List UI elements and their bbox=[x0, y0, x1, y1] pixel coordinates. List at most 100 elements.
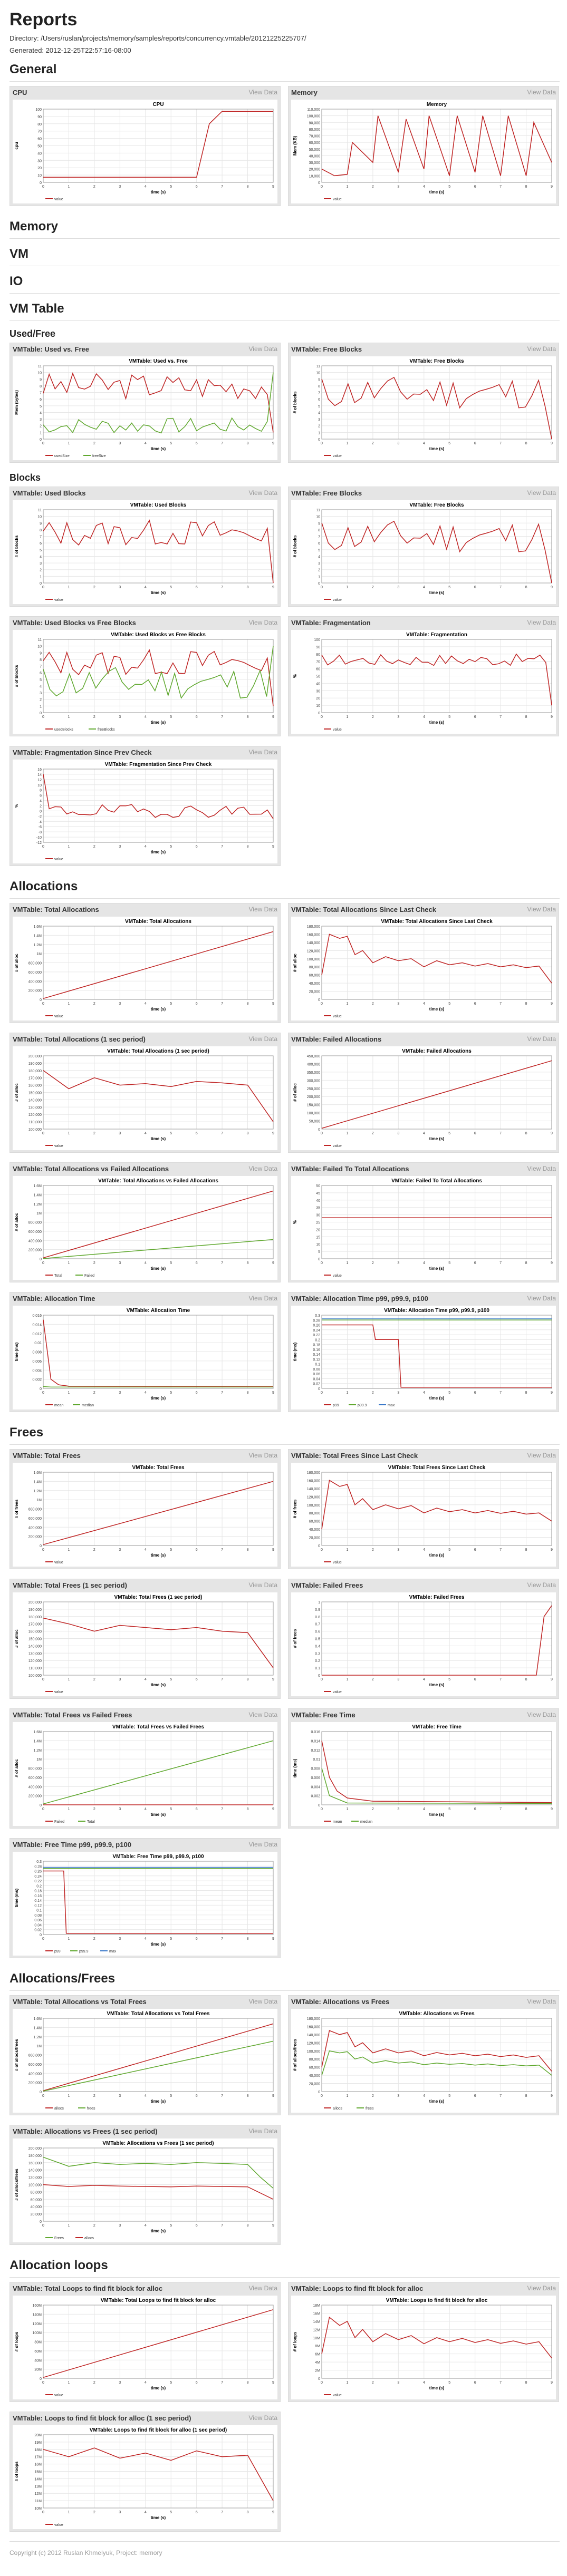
view-data-link[interactable]: View Data bbox=[527, 1581, 556, 1589]
x-tick-label: 4 bbox=[423, 1807, 425, 1811]
view-data-link[interactable]: View Data bbox=[248, 906, 277, 913]
view-data-link[interactable]: View Data bbox=[527, 906, 556, 913]
chart-svg: VMTable: Total Allocations 0 200,000 400,00… bbox=[14, 919, 274, 1018]
y-axis-label: # of alloc bbox=[14, 1759, 19, 1777]
view-data-link[interactable]: View Data bbox=[248, 489, 277, 497]
y-tick-label: 0.26 bbox=[34, 1870, 42, 1874]
x-tick-label: 1 bbox=[346, 1002, 348, 1006]
view-data-link[interactable]: View Data bbox=[527, 1452, 556, 1459]
x-tick-label: 3 bbox=[119, 442, 121, 445]
x-axis-label: time (s) bbox=[429, 1683, 445, 1687]
chart-svg: VMTable: Loops to find fit block for all… bbox=[14, 2427, 274, 2527]
view-data-link[interactable]: View Data bbox=[527, 1711, 556, 1718]
x-tick-label: 0 bbox=[321, 715, 323, 719]
view-data-link[interactable]: View Data bbox=[527, 89, 556, 96]
view-data-link[interactable]: View Data bbox=[248, 2285, 277, 2292]
view-data-link[interactable]: View Data bbox=[248, 1581, 277, 1589]
y-tick-label: 0.08 bbox=[34, 1914, 42, 1918]
y-tick-label: 10 bbox=[37, 645, 42, 649]
y-tick-label: 40 bbox=[316, 682, 320, 686]
view-data-link[interactable]: View Data bbox=[248, 749, 277, 756]
y-tick-label: 80,000 bbox=[309, 128, 321, 132]
view-data-link[interactable]: View Data bbox=[527, 1035, 556, 1043]
y-tick-label: -4 bbox=[39, 820, 42, 824]
view-data-link[interactable]: View Data bbox=[248, 1165, 277, 1172]
x-tick-label: 9 bbox=[272, 2381, 274, 2385]
x-tick-label: 1 bbox=[68, 442, 70, 445]
y-tick-label: 8 bbox=[40, 385, 42, 388]
view-data-link[interactable]: View Data bbox=[248, 2127, 277, 2135]
y-tick-label: 0.14 bbox=[313, 1353, 320, 1357]
y-tick-label: 0.012 bbox=[32, 1333, 42, 1336]
x-tick-label: 8 bbox=[525, 715, 527, 719]
y-tick-label: 0.24 bbox=[34, 1875, 42, 1879]
y-tick-label: 0.3 bbox=[36, 1860, 42, 1864]
x-tick-label: 5 bbox=[170, 185, 172, 189]
view-data-link[interactable]: View Data bbox=[248, 1998, 277, 2005]
plot-frame bbox=[43, 926, 274, 1000]
x-tick-label: 5 bbox=[448, 1678, 450, 1681]
y-axis-label: # of blocks bbox=[14, 535, 19, 557]
y-tick-label: 25 bbox=[316, 1221, 320, 1225]
view-data-link[interactable]: View Data bbox=[248, 2414, 277, 2422]
x-tick-label: 4 bbox=[423, 1678, 425, 1681]
view-data-link[interactable]: View Data bbox=[248, 345, 277, 353]
x-tick-label: 7 bbox=[499, 442, 502, 445]
chart-title: VMTable: Failed Allocations bbox=[402, 1048, 472, 1054]
y-tick-label: 600,000 bbox=[28, 1230, 42, 1234]
view-data-link[interactable]: View Data bbox=[527, 619, 556, 626]
chart-panel: VMTable: Used Blocks vs Free Blocks View … bbox=[9, 616, 281, 736]
y-tick-label: 50 bbox=[316, 675, 320, 679]
y-tick-label: 150,000 bbox=[28, 1092, 42, 1095]
series-line-value bbox=[321, 1480, 552, 1530]
y-tick-label: 100,000 bbox=[28, 1674, 42, 1678]
view-data-link[interactable]: View Data bbox=[527, 2285, 556, 2292]
panel-header: VMTable: Used Blocks vs Free Blocks View … bbox=[13, 619, 277, 628]
x-tick-label: 9 bbox=[551, 1002, 553, 1006]
view-data-link[interactable]: View Data bbox=[527, 1295, 556, 1302]
x-tick-label: 6 bbox=[196, 2381, 198, 2385]
x-tick-label: 3 bbox=[119, 1678, 121, 1681]
x-tick-label: 2 bbox=[93, 1937, 95, 1941]
x-tick-label: 6 bbox=[474, 1261, 476, 1265]
view-data-link[interactable]: View Data bbox=[527, 1165, 556, 1172]
x-tick-label: 3 bbox=[397, 1002, 399, 1006]
chart-panel: VMTable: Total Allocations Since Last Ch… bbox=[288, 903, 559, 1023]
report-content: General CPU View Data CPU 0 10 20 30 40 50 60 70 80 9… bbox=[9, 59, 560, 2532]
view-data-link[interactable]: View Data bbox=[527, 489, 556, 497]
y-tick-label: 10 bbox=[316, 704, 320, 708]
x-tick-label: 7 bbox=[221, 715, 223, 719]
view-data-link[interactable]: View Data bbox=[248, 1841, 277, 1848]
x-tick-label: 8 bbox=[247, 1678, 249, 1681]
y-tick-label: 100,000 bbox=[307, 1112, 320, 1115]
x-tick-label: 2 bbox=[372, 1261, 374, 1265]
y-tick-label: 7 bbox=[40, 392, 42, 395]
y-tick-label: 1.2M bbox=[33, 2036, 42, 2039]
x-tick-label: 9 bbox=[551, 185, 553, 189]
view-data-link[interactable]: View Data bbox=[527, 345, 556, 353]
view-data-link[interactable]: View Data bbox=[248, 1035, 277, 1043]
x-tick-label: 9 bbox=[272, 1678, 274, 1681]
chart-area: VMTable: Free Blocks 0 1 2 3 4 5 6 7 8 9 10 11 0 1 2 3 4 5… bbox=[291, 356, 556, 460]
x-tick-label: 1 bbox=[346, 2381, 348, 2385]
view-data-link[interactable]: View Data bbox=[248, 619, 277, 626]
y-tick-label: 1.4M bbox=[33, 1480, 42, 1484]
x-tick-label: 0 bbox=[42, 1548, 44, 1552]
view-data-link[interactable]: View Data bbox=[248, 1295, 277, 1302]
view-data-link[interactable]: View Data bbox=[248, 89, 277, 96]
x-tick-label: 9 bbox=[272, 1261, 274, 1265]
y-tick-label: 2 bbox=[318, 569, 320, 572]
chart-panel: VMTable: Total Frees vs Failed Frees View… bbox=[9, 1708, 281, 1829]
view-data-link[interactable]: View Data bbox=[248, 1452, 277, 1459]
x-tick-label: 7 bbox=[221, 1261, 223, 1265]
x-tick-label: 3 bbox=[397, 1132, 399, 1135]
view-data-link[interactable]: View Data bbox=[248, 1711, 277, 1718]
view-data-link[interactable]: View Data bbox=[527, 1998, 556, 2005]
legend-label: usedBlocks bbox=[54, 728, 73, 732]
section-heading: Memory bbox=[9, 216, 560, 239]
y-tick-label: 60,000 bbox=[309, 2066, 321, 2070]
chart-svg: VMTable: Total Frees vs Failed Frees 0 200… bbox=[14, 1724, 274, 1824]
x-tick-label: 7 bbox=[499, 1132, 502, 1135]
y-axis-label: time (ms) bbox=[293, 1342, 297, 1361]
